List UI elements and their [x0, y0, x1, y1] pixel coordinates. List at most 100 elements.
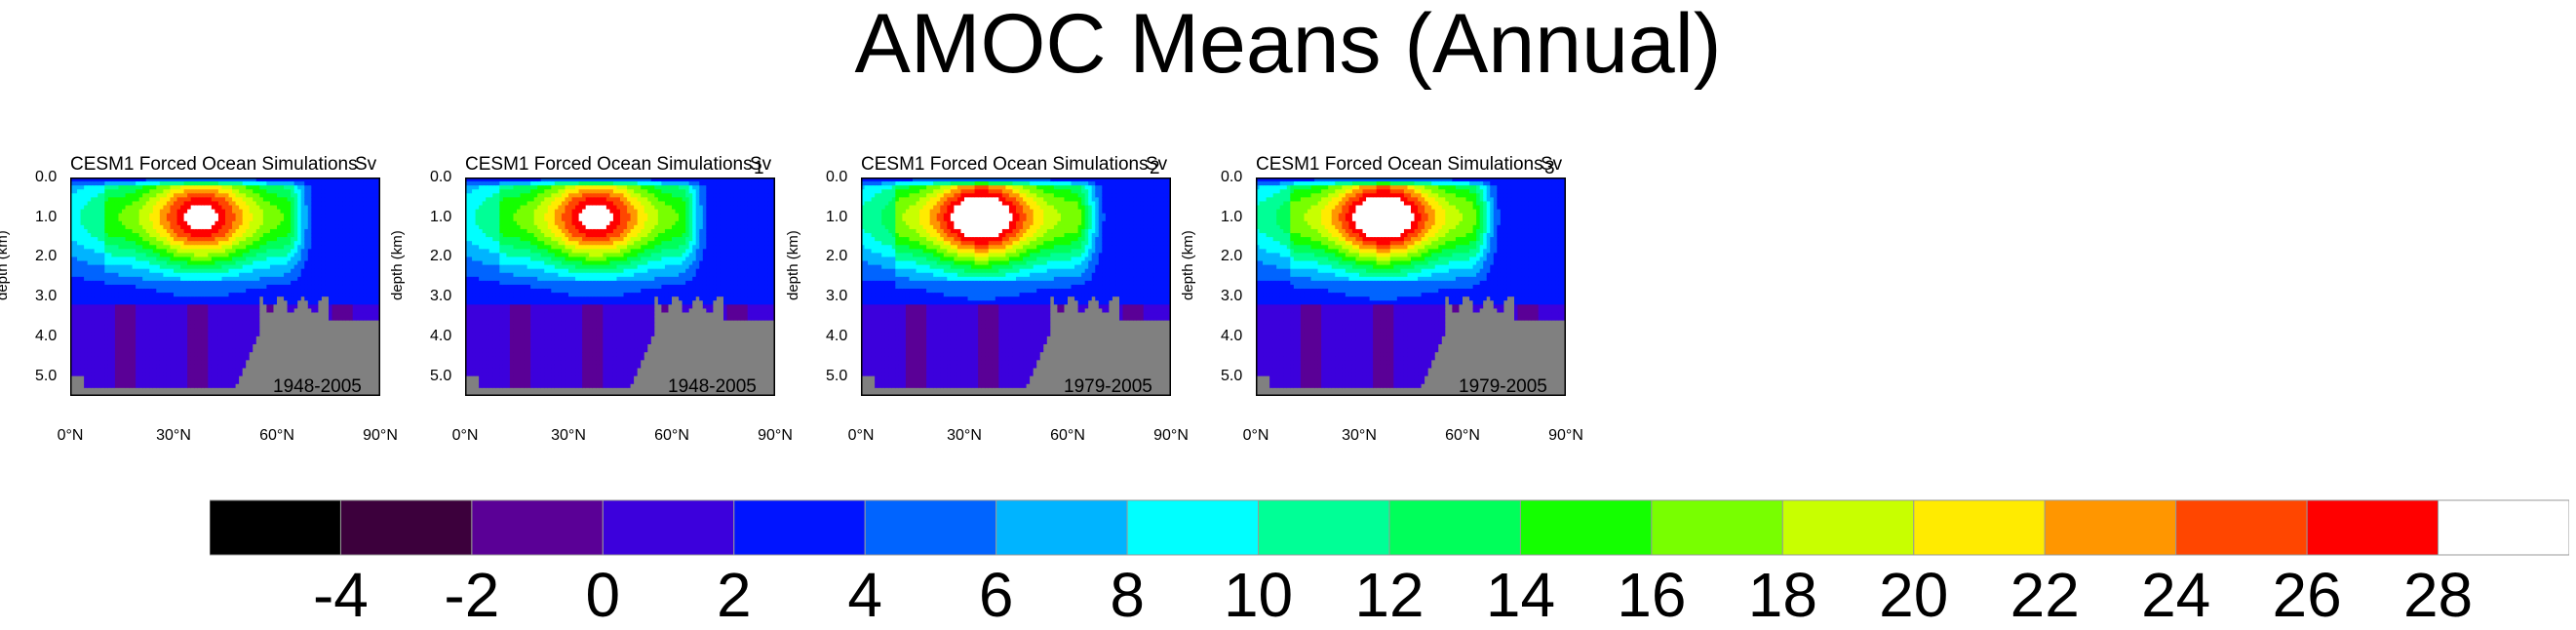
y-tick-label: 0.0	[430, 169, 452, 185]
colorbar-box	[864, 499, 997, 556]
period-label: 1979-2005	[1459, 376, 1547, 397]
y-axis-label: depth (km)	[389, 230, 406, 300]
contour-plot	[465, 177, 775, 396]
y-tick-label: 1.0	[826, 208, 848, 225]
y-tick-label: 5.0	[1221, 367, 1243, 384]
y-tick-label: 3.0	[430, 288, 452, 305]
colorbar-tick-label: 18	[1747, 560, 1817, 630]
y-tick-label: 3.0	[1221, 288, 1243, 305]
colorbar-tick-label: 26	[2272, 560, 2342, 630]
period-label: 1979-2005	[1064, 376, 1152, 397]
panel-units: Sv	[750, 154, 772, 175]
colorbar-tick-label: 14	[1485, 560, 1556, 630]
y-tick-label: 4.0	[430, 327, 452, 344]
x-tick-label: 0°N	[1242, 427, 1269, 444]
y-tick-label: 1.0	[35, 208, 58, 225]
x-tick-label: 60°N	[654, 427, 689, 444]
colorbar-tick-label: 24	[2141, 560, 2211, 630]
colorbar-box	[2044, 499, 2177, 556]
colorbar-tick-label: 12	[1354, 560, 1425, 630]
colorbar-tick-label: 2	[716, 560, 752, 630]
x-tick-label: 0°N	[451, 427, 479, 444]
contour-plot	[861, 177, 1171, 396]
x-tick-label: 0°N	[57, 427, 84, 444]
y-tick-label: 3.0	[826, 288, 848, 305]
panel-units: Sv	[1541, 154, 1563, 175]
plot-frame	[70, 177, 380, 396]
panel-title: CESM1 Forced Ocean Simulations	[70, 154, 358, 175]
colorbar-tick-label: 4	[847, 560, 883, 630]
colorbar-box	[1519, 499, 1653, 556]
contour-plot	[70, 177, 380, 396]
period-label: 1948-2005	[273, 376, 362, 397]
y-tick-label: 0.0	[826, 169, 848, 185]
colorbar-box	[1651, 499, 1783, 556]
colorbar-box	[1388, 499, 1521, 556]
panel-index: 2	[1150, 158, 1160, 178]
colorbar-tick-label: 22	[2010, 560, 2080, 630]
y-tick-label: 0.0	[1221, 169, 1243, 185]
colorbar-tick-label: 28	[2402, 560, 2474, 630]
x-tick-label: 0°N	[847, 427, 875, 444]
panel-4: CESM1 Forced Ocean Simulations Sv 3 depth (…	[1180, 154, 1583, 447]
panel-units: Sv	[355, 154, 377, 175]
y-tick-label: 2.0	[35, 248, 58, 265]
colorbar-box	[1781, 499, 1915, 556]
x-tick-label: 90°N	[758, 427, 793, 444]
colorbar-tick-label: 16	[1617, 560, 1687, 630]
y-tick-label: 1.0	[430, 208, 452, 225]
y-tick-label: 5.0	[35, 367, 58, 384]
contour-plot	[1256, 177, 1566, 396]
colorbar-tick-label: 20	[1879, 560, 1949, 630]
x-tick-label: 60°N	[1050, 427, 1085, 444]
y-tick-label: 2.0	[1221, 248, 1243, 265]
panel-1: CESM1 Forced Ocean Simulations Sv depth (k…	[0, 154, 398, 447]
colorbar-box	[2438, 499, 2569, 556]
colorbar-box	[2306, 499, 2439, 556]
y-axis-label: depth (km)	[1180, 230, 1196, 300]
y-tick-label: 3.0	[35, 288, 58, 305]
colorbar	[210, 499, 2569, 556]
period-label: 1948-2005	[668, 376, 757, 397]
panel-title: CESM1 Forced Ocean Simulations	[1256, 154, 1543, 175]
y-tick-label: 2.0	[826, 248, 848, 265]
colorbar-tick-label: 6	[978, 560, 1014, 630]
y-tick-label: 5.0	[430, 367, 452, 384]
y-tick-label: 5.0	[826, 367, 848, 384]
y-axis-label: depth (km)	[0, 230, 11, 300]
colorbar-tick-label: -2	[444, 560, 500, 630]
colorbar-box	[210, 499, 341, 556]
y-tick-label: 4.0	[35, 327, 58, 344]
colorbar-box	[1258, 499, 1390, 556]
y-axis-label: depth (km)	[785, 230, 801, 300]
chart-title: AMOC Means (Annual)	[854, 0, 1722, 91]
panel-title: CESM1 Forced Ocean Simulations	[861, 154, 1149, 175]
panel-3: CESM1 Forced Ocean Simulations Sv 2 depth (…	[785, 154, 1189, 447]
x-tick-label: 90°N	[363, 427, 398, 444]
colorbar-box	[995, 499, 1128, 556]
colorbar-tick-label: -4	[312, 560, 369, 630]
colorbar-tick-label: 8	[1110, 560, 1145, 630]
x-tick-label: 90°N	[1548, 427, 1583, 444]
y-tick-label: 0.0	[35, 169, 58, 185]
panel-title: CESM1 Forced Ocean Simulations	[465, 154, 753, 175]
x-tick-label: 90°N	[1153, 427, 1189, 444]
colorbar-box	[1913, 499, 2046, 556]
y-tick-label: 4.0	[1221, 327, 1243, 344]
x-tick-label: 60°N	[1445, 427, 1480, 444]
y-tick-label: 1.0	[1221, 208, 1243, 225]
panel-index: 3	[1544, 158, 1555, 178]
y-tick-label: 2.0	[430, 248, 452, 265]
x-tick-label: 30°N	[156, 427, 191, 444]
plot-frame	[1256, 177, 1566, 396]
colorbar-box	[2175, 499, 2308, 556]
plot-frame	[861, 177, 1171, 396]
x-tick-label: 30°N	[947, 427, 982, 444]
colorbar-box	[471, 499, 604, 556]
x-tick-label: 30°N	[551, 427, 586, 444]
x-tick-label: 30°N	[1342, 427, 1377, 444]
colorbar-box	[339, 499, 473, 556]
panel-index: 1	[754, 158, 764, 178]
colorbar-tick-label: 10	[1223, 560, 1294, 630]
colorbar-box	[1126, 499, 1260, 556]
